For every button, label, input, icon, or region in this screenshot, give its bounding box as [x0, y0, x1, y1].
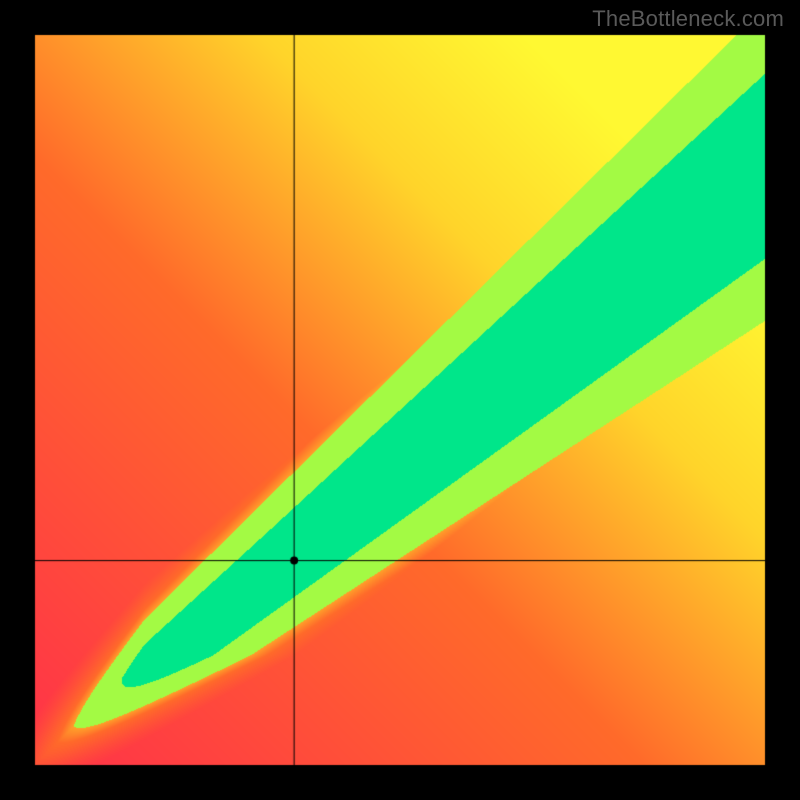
heatmap-canvas	[0, 0, 800, 800]
chart-container: TheBottleneck.com	[0, 0, 800, 800]
watermark-text: TheBottleneck.com	[592, 6, 784, 32]
